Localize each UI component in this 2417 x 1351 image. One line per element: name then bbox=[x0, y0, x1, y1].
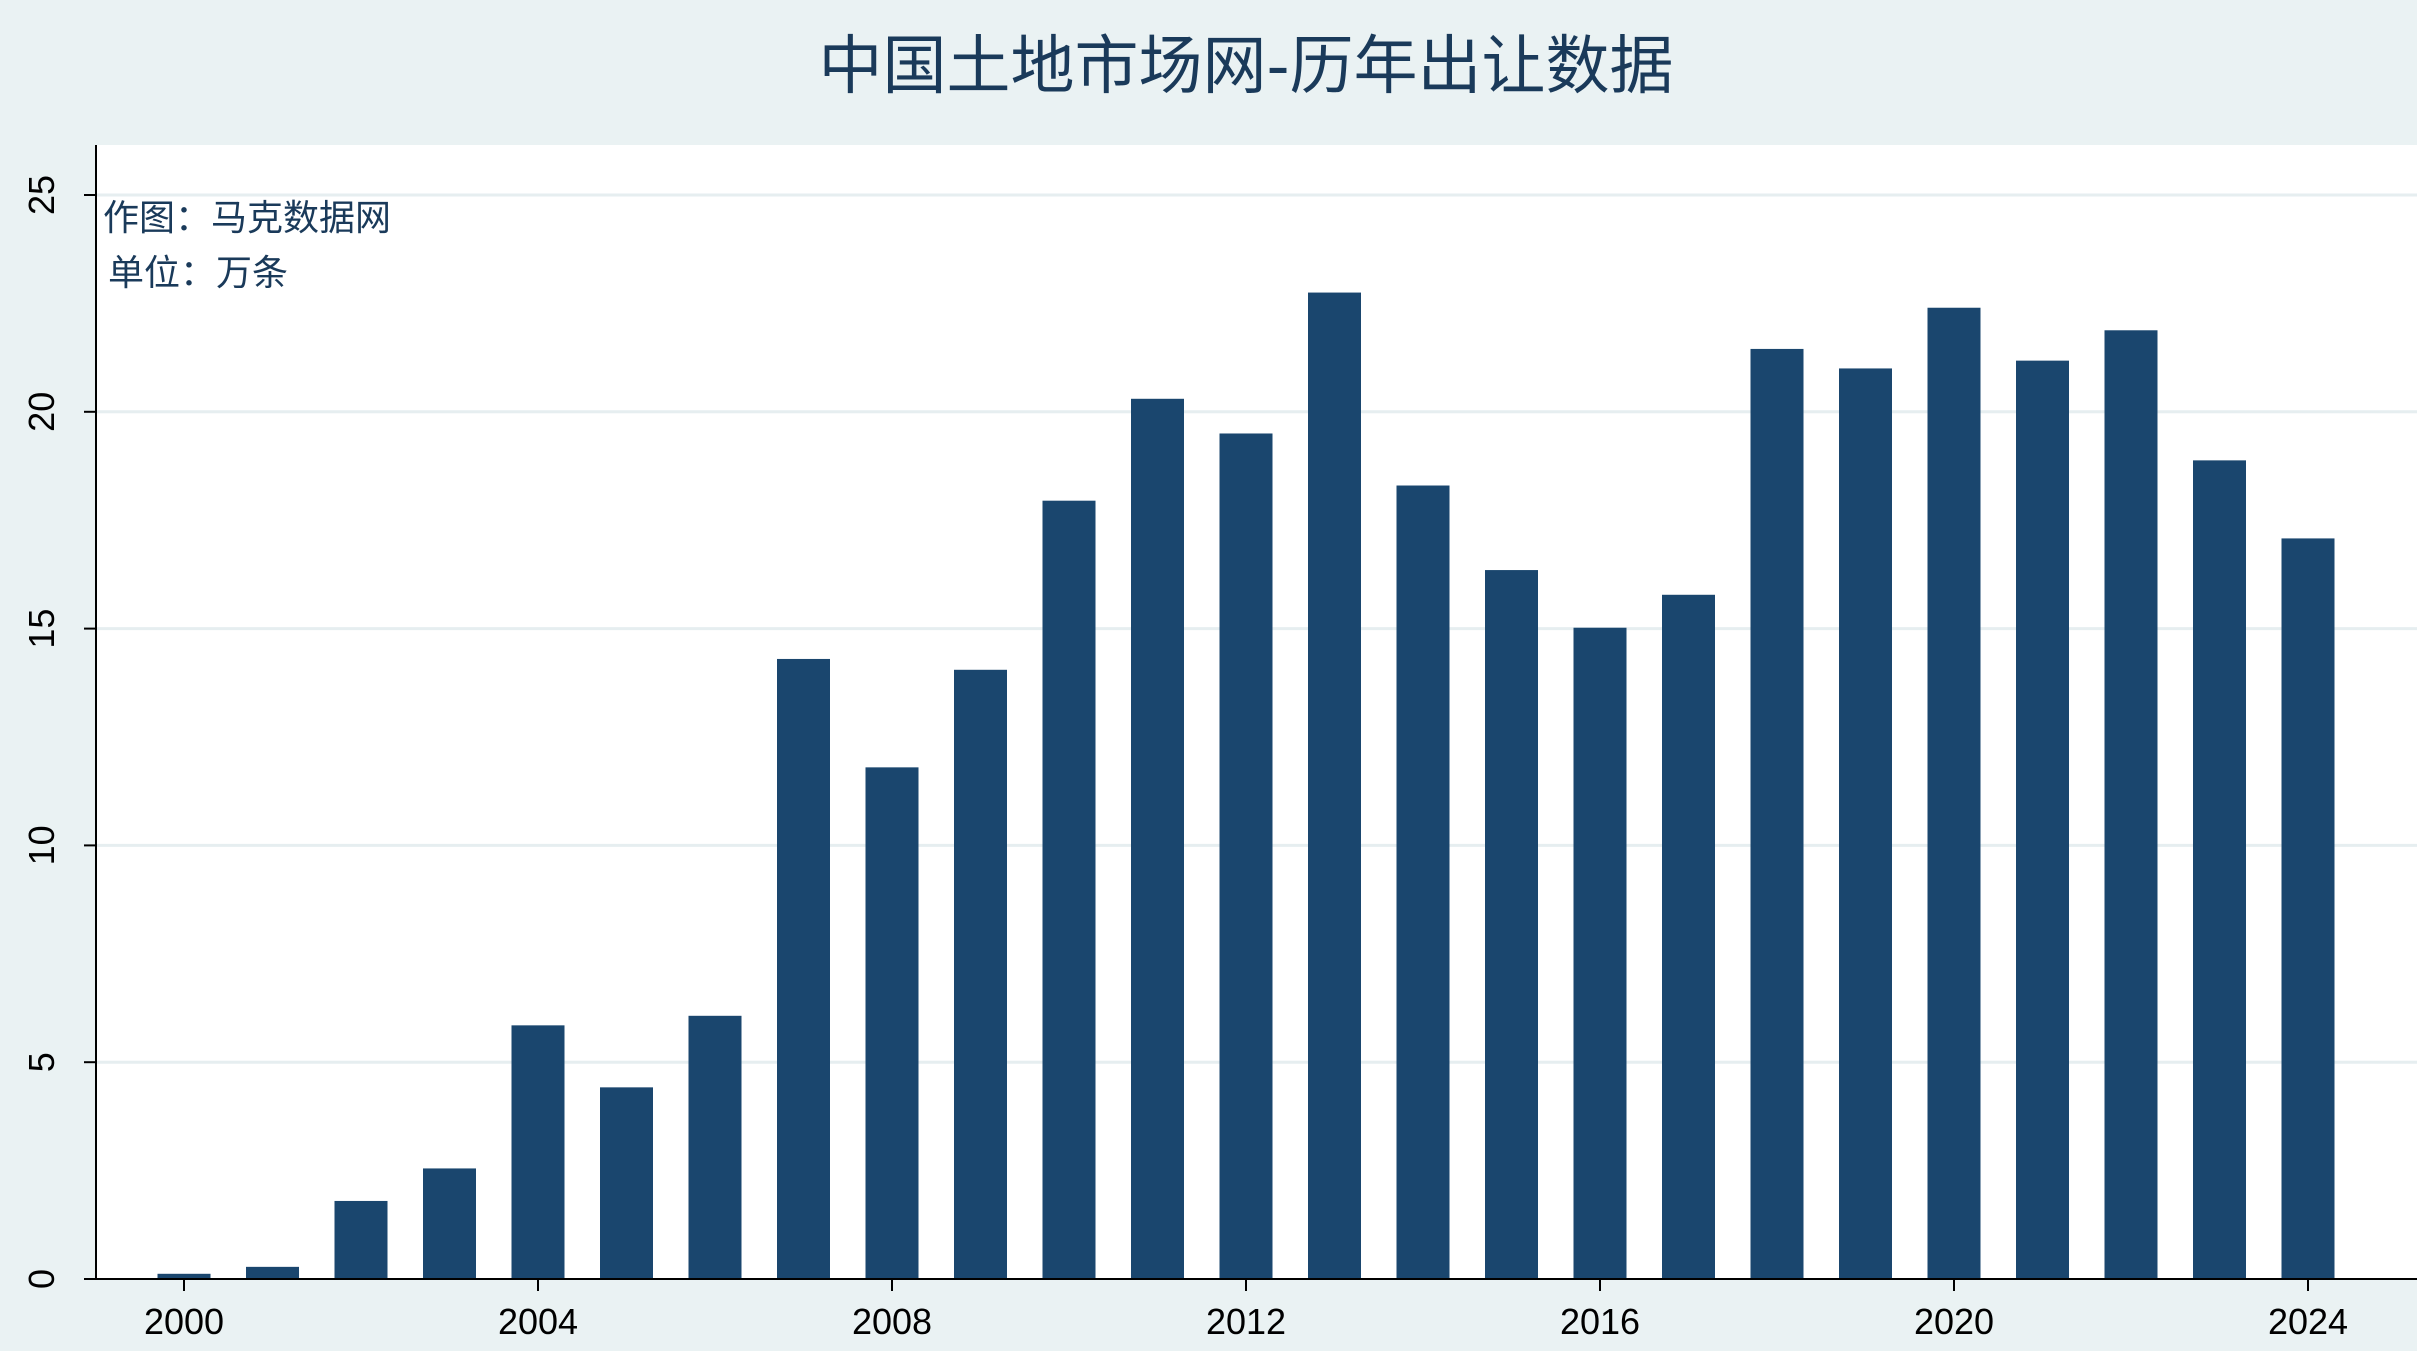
y-tick-label: 5 bbox=[21, 1052, 62, 1072]
bar-2015 bbox=[1485, 570, 1538, 1279]
x-tick-label: 2020 bbox=[1914, 1301, 1994, 1342]
bar-2022 bbox=[2104, 330, 2158, 1279]
y-tick-label: 0 bbox=[21, 1269, 62, 1289]
bar-2023 bbox=[2193, 460, 2246, 1280]
annotation-author: 作图：马克数据网 bbox=[103, 198, 391, 239]
x-tick-label: 2000 bbox=[144, 1301, 224, 1342]
bar-2013 bbox=[1308, 292, 1361, 1279]
bar-2000 bbox=[157, 1273, 211, 1279]
annotation-unit: 单位：万条 bbox=[108, 253, 288, 294]
x-tick-label: 2016 bbox=[1560, 1301, 1640, 1342]
bar-2003 bbox=[423, 1168, 476, 1279]
bar-2014 bbox=[1396, 485, 1450, 1280]
bar-2008 bbox=[865, 767, 919, 1279]
y-tick-label: 15 bbox=[21, 609, 62, 649]
bar-2011 bbox=[1131, 398, 1184, 1279]
x-tick-label: 2024 bbox=[2268, 1301, 2348, 1342]
bars bbox=[157, 292, 2335, 1280]
bar-2001 bbox=[246, 1266, 299, 1279]
bar-2006 bbox=[688, 1015, 742, 1279]
bar-2010 bbox=[1042, 500, 1096, 1279]
x-tick-label: 2004 bbox=[498, 1301, 578, 1342]
chart-title: 中国土地市场网-历年出让数据 bbox=[818, 30, 1673, 104]
bar-2007 bbox=[777, 658, 830, 1279]
bar-2018 bbox=[1750, 348, 1804, 1280]
bar-2021 bbox=[2016, 360, 2069, 1279]
x-axis: 2000 2004 2008 2012 2016 2020 2024 bbox=[144, 1279, 2348, 1342]
x-tick-label: 2012 bbox=[1206, 1301, 1286, 1342]
bar-2016 bbox=[1573, 627, 1627, 1279]
bar-2002 bbox=[334, 1200, 388, 1279]
y-tick-label: 25 bbox=[21, 175, 62, 215]
bar-2017 bbox=[1662, 594, 1715, 1279]
bar-2024 bbox=[2281, 538, 2335, 1279]
bar-2004 bbox=[511, 1025, 565, 1279]
bar-2020 bbox=[1927, 307, 1981, 1280]
y-tick-label: 20 bbox=[21, 392, 62, 432]
bar-2012 bbox=[1219, 433, 1273, 1280]
bar-2009 bbox=[954, 669, 1007, 1279]
y-tick-label: 10 bbox=[21, 825, 62, 865]
bar-2005 bbox=[600, 1087, 653, 1279]
bar-2019 bbox=[1839, 368, 1892, 1279]
y-axis: 0 5 10 15 20 25 bbox=[21, 175, 96, 1289]
x-tick-label: 2008 bbox=[852, 1301, 932, 1342]
